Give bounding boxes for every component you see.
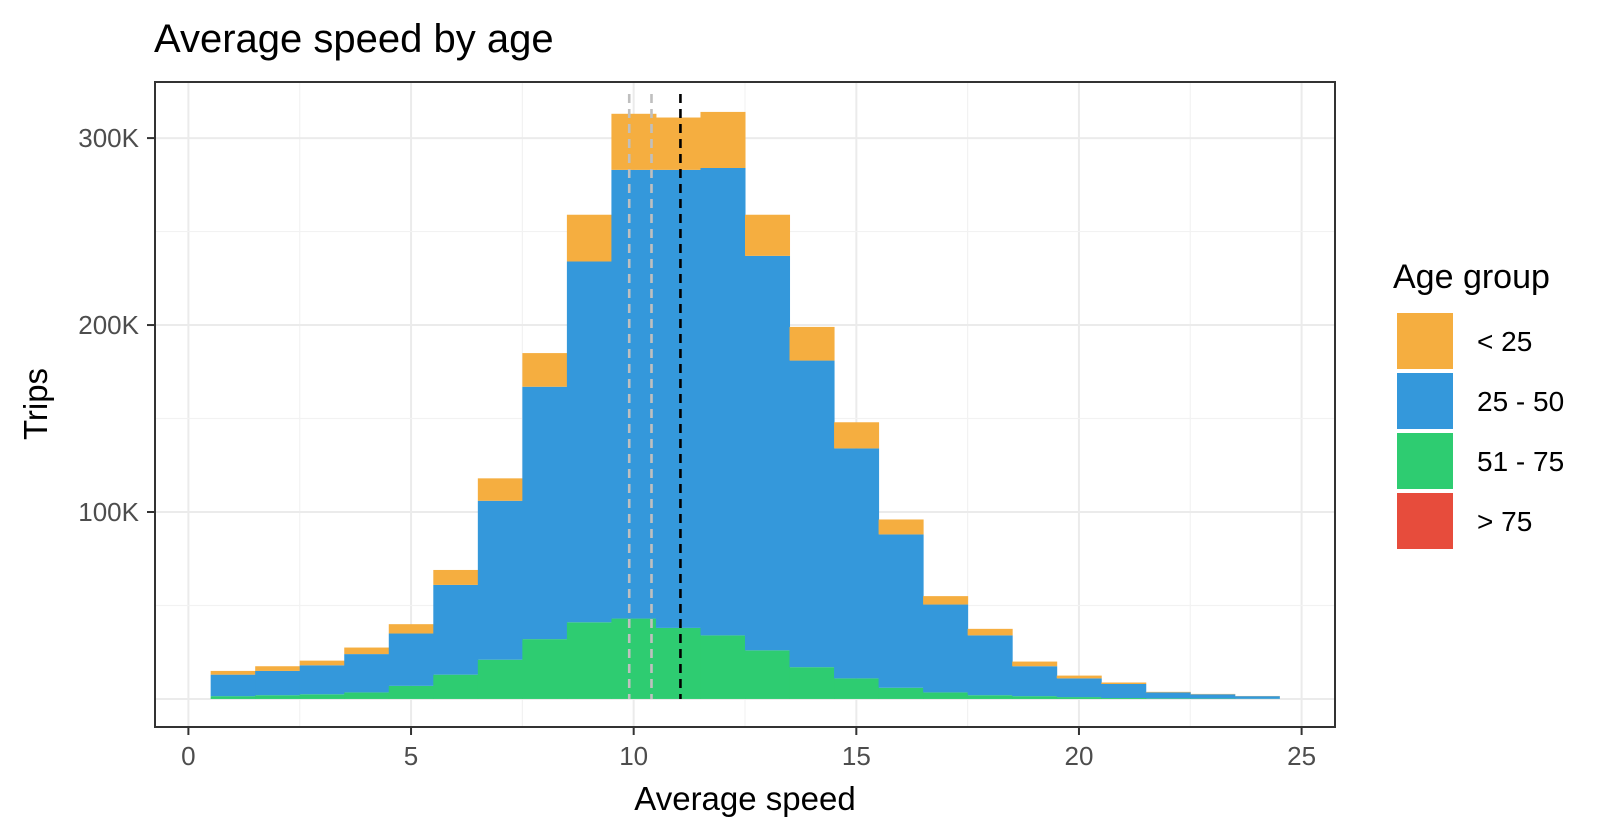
legend-key: [1397, 493, 1453, 549]
bar-segment-51-75: [210, 696, 256, 699]
bar-segment-25-50: [433, 584, 479, 675]
bar-segment-25: [789, 326, 835, 361]
axes: 0 5 10 15 20 25 100K 200K 300K: [78, 123, 1316, 771]
bar-segment-51-75: [433, 674, 479, 699]
bar-segment-25: [522, 353, 568, 387]
reference-lines: [627, 94, 682, 699]
bar-segment-25-50: [210, 674, 256, 697]
bar-segment-25: [878, 519, 924, 535]
bar-segment-25: [923, 596, 969, 605]
legend-title: Age group: [1393, 258, 1550, 296]
bar-segment-25: [1056, 675, 1102, 679]
bar-segment-25: [388, 624, 434, 634]
bar-segment-25-50: [566, 261, 612, 623]
bar-segment-25-50: [522, 386, 568, 640]
legend-key: [1397, 433, 1453, 489]
bar-segment-51-75: [878, 687, 924, 699]
bar-segment-25-50: [1101, 684, 1147, 699]
bar-segment-51-75: [344, 692, 390, 699]
bar-segment-25-50: [299, 665, 345, 695]
x-tick-label: 25: [1287, 741, 1316, 771]
bar-segment-25: [566, 214, 612, 262]
bar-segment-51-75: [745, 650, 791, 699]
bar-segment-25: [299, 660, 345, 666]
bar-segment-51-75: [967, 695, 1013, 699]
legend-key: [1397, 373, 1453, 429]
legend: Age group < 25 25 - 50 51 - 75 > 75: [1393, 258, 1564, 549]
bar-segment-25-50: [1145, 692, 1191, 699]
bar-segment-25: [1101, 682, 1147, 684]
bar-segment-51-75: [1056, 697, 1102, 699]
bar-segment-25-50: [388, 633, 434, 686]
bar-segment-51-75: [1012, 696, 1058, 699]
bar-segment-25-50: [655, 169, 701, 628]
bar-segment-25: [967, 628, 1013, 636]
bar-segment-25-50: [834, 448, 880, 679]
bar-segment-51-75: [255, 695, 301, 699]
bar-segment-25: [255, 666, 301, 671]
bar-segment-51-75: [655, 627, 701, 699]
bar-segment-51-75: [388, 685, 434, 699]
bar-segment-25: [745, 214, 791, 256]
histogram-bars: [210, 111, 1280, 699]
bar-segment-51-75: [611, 618, 657, 699]
legend-label: > 75: [1477, 506, 1532, 537]
bar-segment-51-75: [789, 667, 835, 699]
bar-segment-51-75: [566, 622, 612, 699]
bar-segment-25: [1012, 661, 1058, 667]
bar-segment-51-75: [1145, 698, 1191, 699]
legend-label: 51 - 75: [1477, 446, 1564, 477]
bar-segment-25-50: [789, 360, 835, 668]
bar-segment-25: [1145, 691, 1191, 693]
x-tick-label: 20: [1065, 741, 1094, 771]
y-axis-title: Trips: [17, 368, 54, 440]
bar-segment-25-50: [745, 255, 791, 651]
bar-segment-25: [477, 478, 523, 501]
bar-segment-51-75: [299, 694, 345, 699]
bar-segment-25-50: [255, 670, 301, 696]
bar-segment-25-50: [611, 169, 657, 619]
plot-border: [154, 81, 1336, 728]
bar-segment-25: [655, 117, 701, 170]
y-tick-label: 200K: [78, 310, 139, 340]
chart-title: Average speed by age: [154, 17, 554, 61]
bar-segment-25-50: [477, 500, 523, 660]
bar-segment-51-75: [923, 692, 969, 699]
y-tick-label: 300K: [78, 123, 139, 153]
bar-segment-51-75: [477, 659, 523, 699]
bar-segment-25: [433, 569, 479, 585]
x-tick-label: 5: [404, 741, 418, 771]
x-tick-label: 15: [842, 741, 871, 771]
x-tick-label: 10: [619, 741, 648, 771]
bar-segment-25-50: [344, 654, 390, 693]
y-tick-label: 100K: [78, 497, 139, 527]
x-axis-title: Average speed: [634, 780, 855, 817]
bar-segment-51-75: [522, 639, 568, 699]
x-tick-label: 0: [181, 741, 195, 771]
bar-segment-51-75: [1101, 698, 1147, 699]
bar-segment-25-50: [1190, 694, 1236, 699]
legend-label: < 25: [1477, 326, 1532, 357]
bar-segment-25: [210, 670, 256, 675]
legend-key: [1397, 313, 1453, 369]
bar-segment-25: [834, 422, 880, 449]
bar-segment-25: [611, 113, 657, 170]
legend-label: 25 - 50: [1477, 386, 1564, 417]
bar-segment-25-50: [1012, 666, 1058, 697]
bar-segment-25-50: [967, 635, 1013, 696]
bar-segment-25: [700, 111, 746, 168]
bar-segment-51-75: [834, 678, 880, 699]
bar-segment-25-50: [923, 604, 969, 693]
bar-segment-25-50: [700, 168, 746, 636]
plot-panel: [154, 81, 1336, 728]
bar-segment-25-50: [1056, 678, 1102, 698]
bar-segment-25-50: [1234, 696, 1280, 699]
bar-segment-51-75: [700, 635, 746, 699]
bar-segment-25: [344, 647, 390, 655]
bar-segment-25-50: [878, 534, 924, 688]
